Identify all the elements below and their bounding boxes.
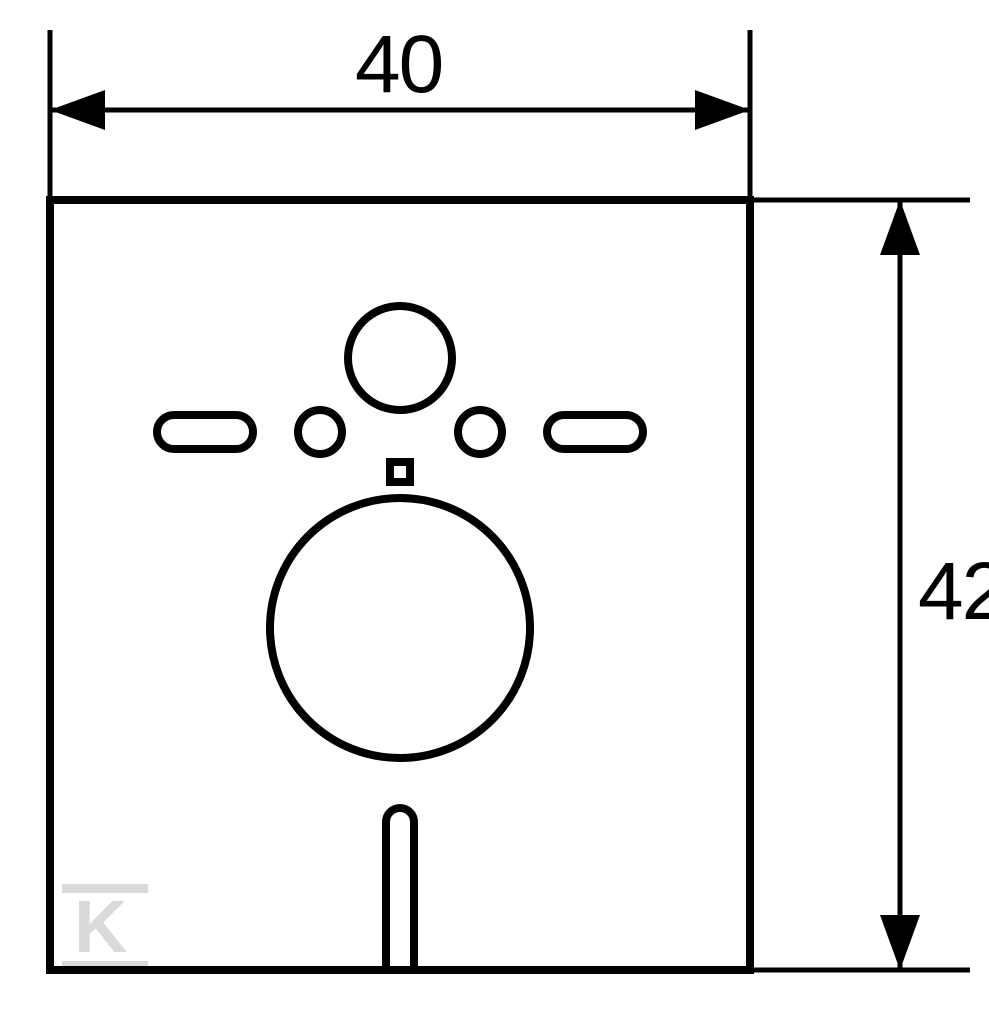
arrow-right-icon (695, 90, 750, 130)
arrow-down-icon (880, 915, 920, 970)
arrow-up-icon (880, 200, 920, 255)
cutout-bottom-slot (386, 808, 414, 970)
dim-right-value: 42 (918, 545, 989, 639)
arrow-left-icon (50, 90, 105, 130)
cutout-slot-left (157, 415, 253, 449)
technical-drawing (0, 0, 989, 1024)
dim-top-value: 40 (355, 18, 442, 112)
cutout-drain-circle (270, 498, 530, 758)
panel-outline (50, 200, 750, 970)
cutout-slot-right (547, 415, 643, 449)
cutout-bolt-right (458, 410, 502, 454)
cutout-top-circle (348, 306, 452, 410)
diagram-canvas: 40 42 (0, 0, 989, 1024)
cutout-bolt-left (298, 410, 342, 454)
cutout-center-square (390, 462, 410, 482)
cutouts (157, 306, 643, 970)
watermark-k: K (62, 884, 148, 970)
